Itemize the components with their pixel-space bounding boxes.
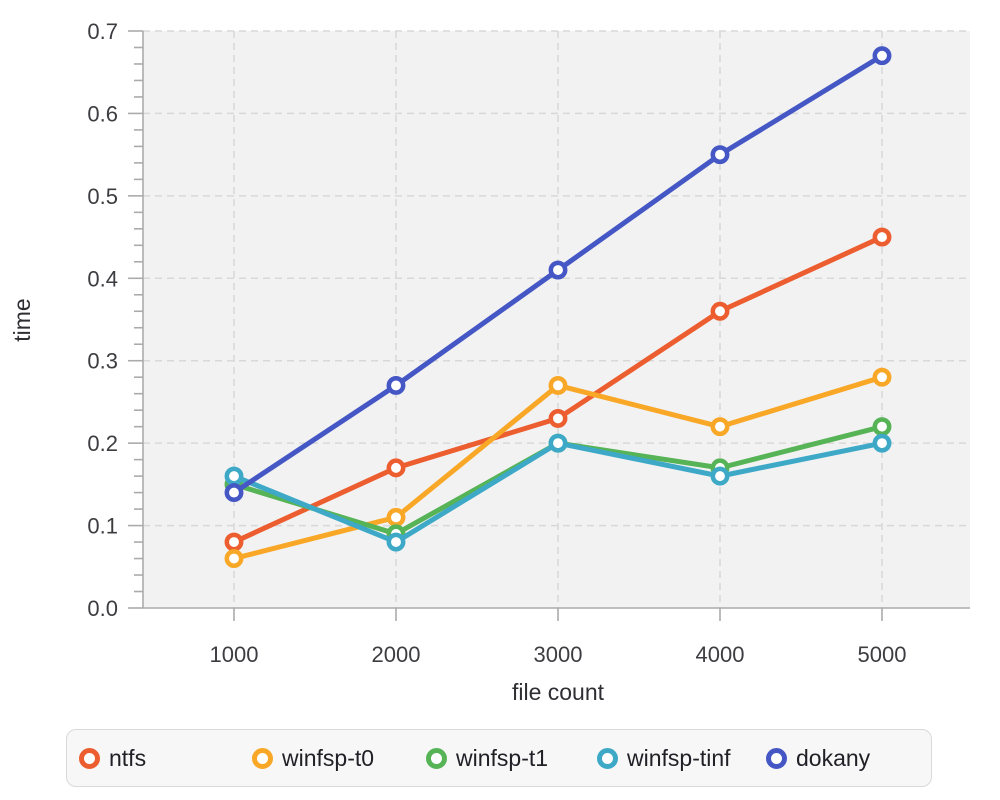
data-point-dokany-3000 <box>548 260 568 280</box>
legend-label: dokany <box>796 744 871 771</box>
data-point-dokany-4000 <box>710 145 730 165</box>
y-tick-label: 0.5 <box>87 184 118 209</box>
y-tick-label: 0.1 <box>87 514 118 539</box>
legend-marker-icon <box>252 747 273 769</box>
legend-item-ntfs: ntfs <box>79 745 252 772</box>
data-point-winfsp-tinf-1000 <box>224 466 244 486</box>
plot-area <box>143 31 970 608</box>
y-tick-label: 0.3 <box>87 349 118 374</box>
legend-item-winfsp-t0: winfsp-t0 <box>252 745 426 772</box>
legend-item-winfsp-t1: winfsp-t1 <box>426 745 597 772</box>
data-point-winfsp-t0-2000 <box>386 507 406 527</box>
data-point-winfsp-t0-1000 <box>224 549 244 568</box>
data-point-ntfs-1000 <box>224 532 244 552</box>
y-axis-title: time <box>9 298 35 341</box>
y-tick-label: 0.0 <box>87 596 118 621</box>
legend-label: winfsp-tinf <box>627 744 731 771</box>
x-tick-label: 4000 <box>696 642 745 667</box>
data-point-dokany-2000 <box>386 375 406 395</box>
legend-label: winfsp-t1 <box>456 744 549 771</box>
x-axis-title: file count <box>512 679 605 705</box>
data-point-ntfs-5000 <box>872 227 892 247</box>
y-tick-label: 0.4 <box>87 266 118 291</box>
data-point-ntfs-3000 <box>548 408 568 428</box>
data-point-winfsp-t1-5000 <box>872 417 892 437</box>
data-point-ntfs-4000 <box>710 301 730 321</box>
legend-label: ntfs <box>109 744 147 771</box>
x-tick-label: 3000 <box>534 642 583 667</box>
legend-marker-icon <box>426 747 447 769</box>
legend-marker-icon <box>79 747 100 769</box>
data-point-winfsp-t0-3000 <box>548 375 568 395</box>
legend-marker-icon <box>766 747 787 769</box>
y-tick-label: 0.7 <box>87 19 118 44</box>
legend-label: winfsp-t0 <box>282 744 375 771</box>
data-point-winfsp-t0-5000 <box>872 367 892 387</box>
y-tick-label: 0.6 <box>87 101 118 126</box>
x-tick-label: 2000 <box>372 642 421 667</box>
data-point-winfsp-tinf-5000 <box>872 433 892 453</box>
legend: ntfs winfsp-t0 winfsp-t1 winfsp-tinf dokany <box>66 729 932 787</box>
data-point-ntfs-2000 <box>386 458 406 478</box>
x-tick-label: 5000 <box>858 642 907 667</box>
data-point-winfsp-tinf-2000 <box>386 532 406 552</box>
legend-item-dokany: dokany <box>766 745 931 772</box>
data-point-winfsp-t0-4000 <box>710 417 730 437</box>
legend-item-winfsp-tinf: winfsp-tinf <box>597 745 766 772</box>
data-point-dokany-5000 <box>872 46 892 66</box>
data-point-winfsp-tinf-4000 <box>710 466 730 486</box>
data-point-winfsp-tinf-3000 <box>548 433 568 453</box>
legend-marker-icon <box>597 747 618 769</box>
x-tick-label: 1000 <box>210 642 259 667</box>
data-point-dokany-1000 <box>224 483 244 503</box>
y-tick-label: 0.2 <box>87 431 118 456</box>
